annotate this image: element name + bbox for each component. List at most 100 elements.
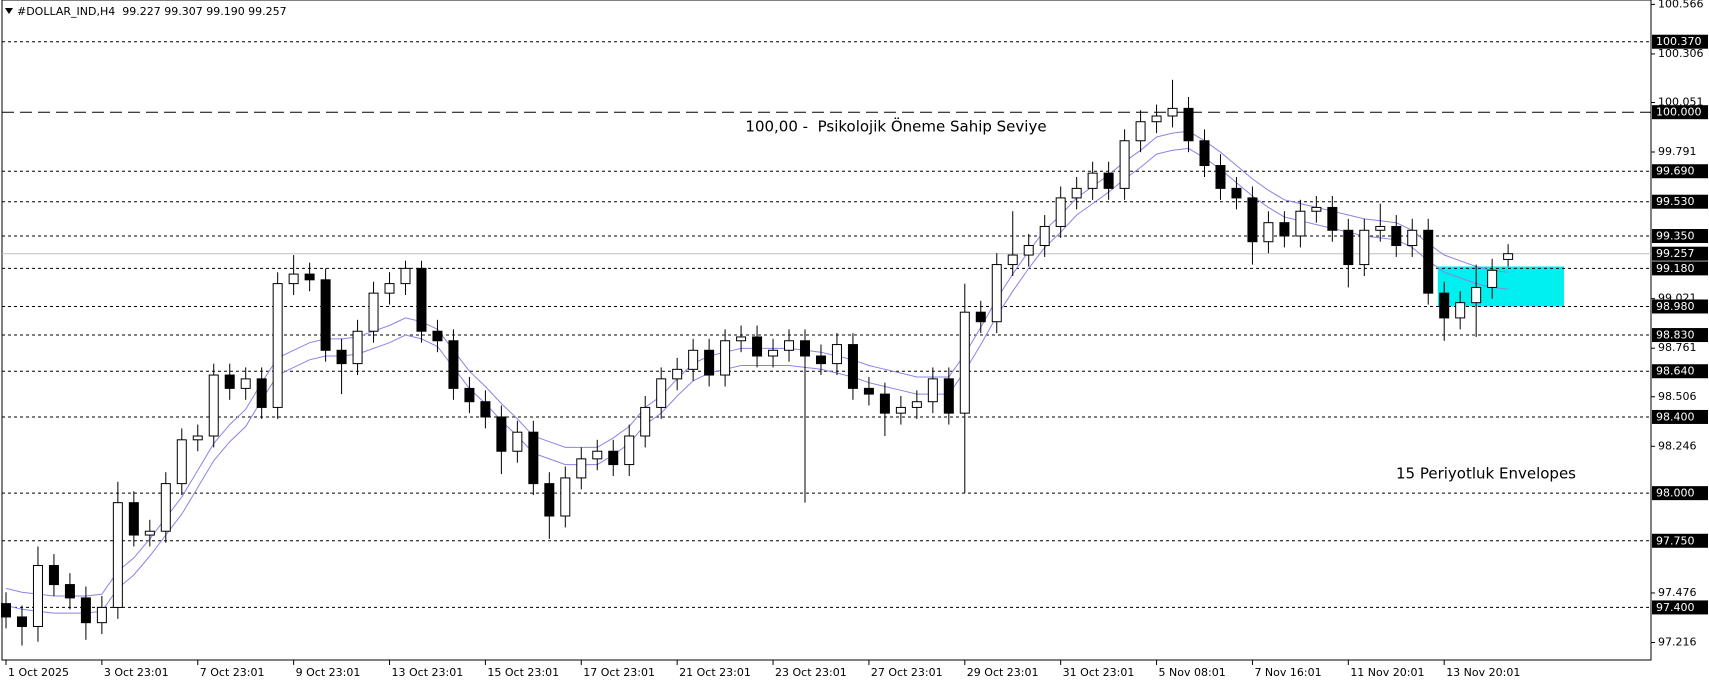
level-box (1652, 299, 1708, 314)
candle-body (1, 603, 11, 618)
candle-body (224, 374, 235, 389)
candle-body (895, 406, 906, 414)
envelope-annotation: 15 Periyotluk Envelopes (1396, 465, 1576, 483)
candle-body (1407, 229, 1418, 247)
candle-body (32, 565, 43, 627)
level-box (1652, 34, 1708, 49)
candle-body (1119, 140, 1130, 189)
x-tick-label: 15 Oct 23:01 (487, 666, 559, 679)
x-tick-label: 23 Oct 23:01 (775, 666, 847, 679)
candle-body (911, 401, 922, 408)
level-box (1652, 486, 1708, 501)
candle-body (432, 330, 443, 342)
x-tick-label: 21 Oct 23:01 (679, 666, 751, 679)
level-box (1652, 364, 1708, 379)
candle-body (991, 264, 1002, 323)
level-label: 99.350 (1656, 230, 1695, 243)
candle-body (416, 267, 427, 332)
y-tick-label: 99.791 (1658, 145, 1697, 158)
last-price-label: 99.257 (1656, 247, 1695, 260)
level-label: 98.830 (1656, 329, 1695, 342)
menu-triangle[interactable] (5, 8, 13, 14)
candle-body (1151, 115, 1162, 123)
candle-body (656, 378, 667, 408)
candle-body (1455, 302, 1466, 319)
x-tick-label: 5 Nov 08:01 (1159, 666, 1226, 679)
candle-body (1423, 229, 1434, 294)
level-label: 97.400 (1656, 601, 1695, 614)
candle-body (1231, 187, 1242, 199)
x-tick-label: 31 Oct 23:01 (1063, 666, 1135, 679)
candle-body (48, 565, 59, 586)
candle-body (927, 378, 938, 403)
candle-body (752, 336, 763, 357)
y-tick-label: 98.246 (1658, 439, 1697, 452)
candle-body (704, 349, 715, 376)
candle-body (128, 502, 139, 536)
candle-body (1199, 140, 1210, 167)
candle-body (1055, 197, 1066, 227)
psych-level-label: 100.000 (1656, 106, 1702, 119)
x-tick-label: 13 Oct 23:01 (392, 666, 464, 679)
level-box (1652, 229, 1708, 243)
candle-body (1375, 225, 1386, 231)
candle-body (304, 273, 315, 281)
candle-body (80, 597, 91, 624)
level-box (1652, 261, 1708, 276)
x-tick-label: 7 Oct 23:01 (200, 666, 265, 679)
level-label: 98.400 (1656, 410, 1695, 423)
level-label: 100.370 (1656, 35, 1702, 48)
candle-body (160, 483, 171, 532)
x-tick-label: 27 Oct 23:01 (871, 666, 943, 679)
candle-body (1039, 225, 1050, 247)
candle-body (624, 435, 635, 466)
candle-body (560, 477, 571, 517)
candle-body (975, 311, 986, 323)
candle-body (1103, 172, 1114, 189)
candle-body (1503, 253, 1514, 260)
candle-body (176, 439, 187, 485)
candle-body (720, 340, 731, 376)
level-label: 99.180 (1656, 262, 1695, 275)
candle-body (64, 584, 75, 599)
candle-body (608, 450, 619, 466)
candle-body (352, 330, 363, 365)
psych-annotation: 100,00 - Psikolojik Öneme Sahip Seviye (745, 117, 1046, 136)
candle-body (768, 349, 779, 357)
x-tick-label: 1 Oct 2025 (8, 666, 69, 679)
level-label: 98.640 (1656, 365, 1695, 378)
candle-body (368, 292, 379, 332)
candle-body (847, 344, 858, 389)
candle-body (480, 401, 491, 418)
level-label: 99.530 (1656, 195, 1695, 208)
psych-level-box (1652, 105, 1708, 120)
candle-body (1007, 254, 1018, 266)
candle-body (320, 279, 331, 351)
plot-layer (1, 41, 1651, 646)
plot-frame (1, 0, 1652, 661)
candle-body (1311, 206, 1322, 212)
x-tick-label: 3 Oct 23:01 (104, 666, 169, 679)
candle-body (144, 530, 155, 536)
price-zone (1437, 266, 1565, 307)
y-tick-label: 100.306 (1658, 47, 1704, 60)
candle-body (544, 483, 555, 517)
candle-body (688, 349, 699, 370)
candle-body (112, 502, 123, 608)
candle-body (384, 283, 395, 294)
candle-body (1343, 229, 1354, 266)
candle-body (943, 378, 954, 414)
chart-header: #DOLLAR_IND,H4 99.227 99.307 99.190 99.2… (17, 5, 287, 18)
level-box (1652, 409, 1708, 424)
candle-body (1135, 121, 1146, 142)
candle-body (1439, 292, 1450, 319)
candle-body (1359, 229, 1370, 266)
y-tick-label: 100.566 (1658, 0, 1704, 10)
candle-body (1391, 225, 1402, 247)
candle-body (528, 431, 539, 485)
x-tick-label: 17 Oct 23:01 (583, 666, 655, 679)
candle-body (1295, 210, 1306, 237)
candle-body (464, 387, 475, 403)
